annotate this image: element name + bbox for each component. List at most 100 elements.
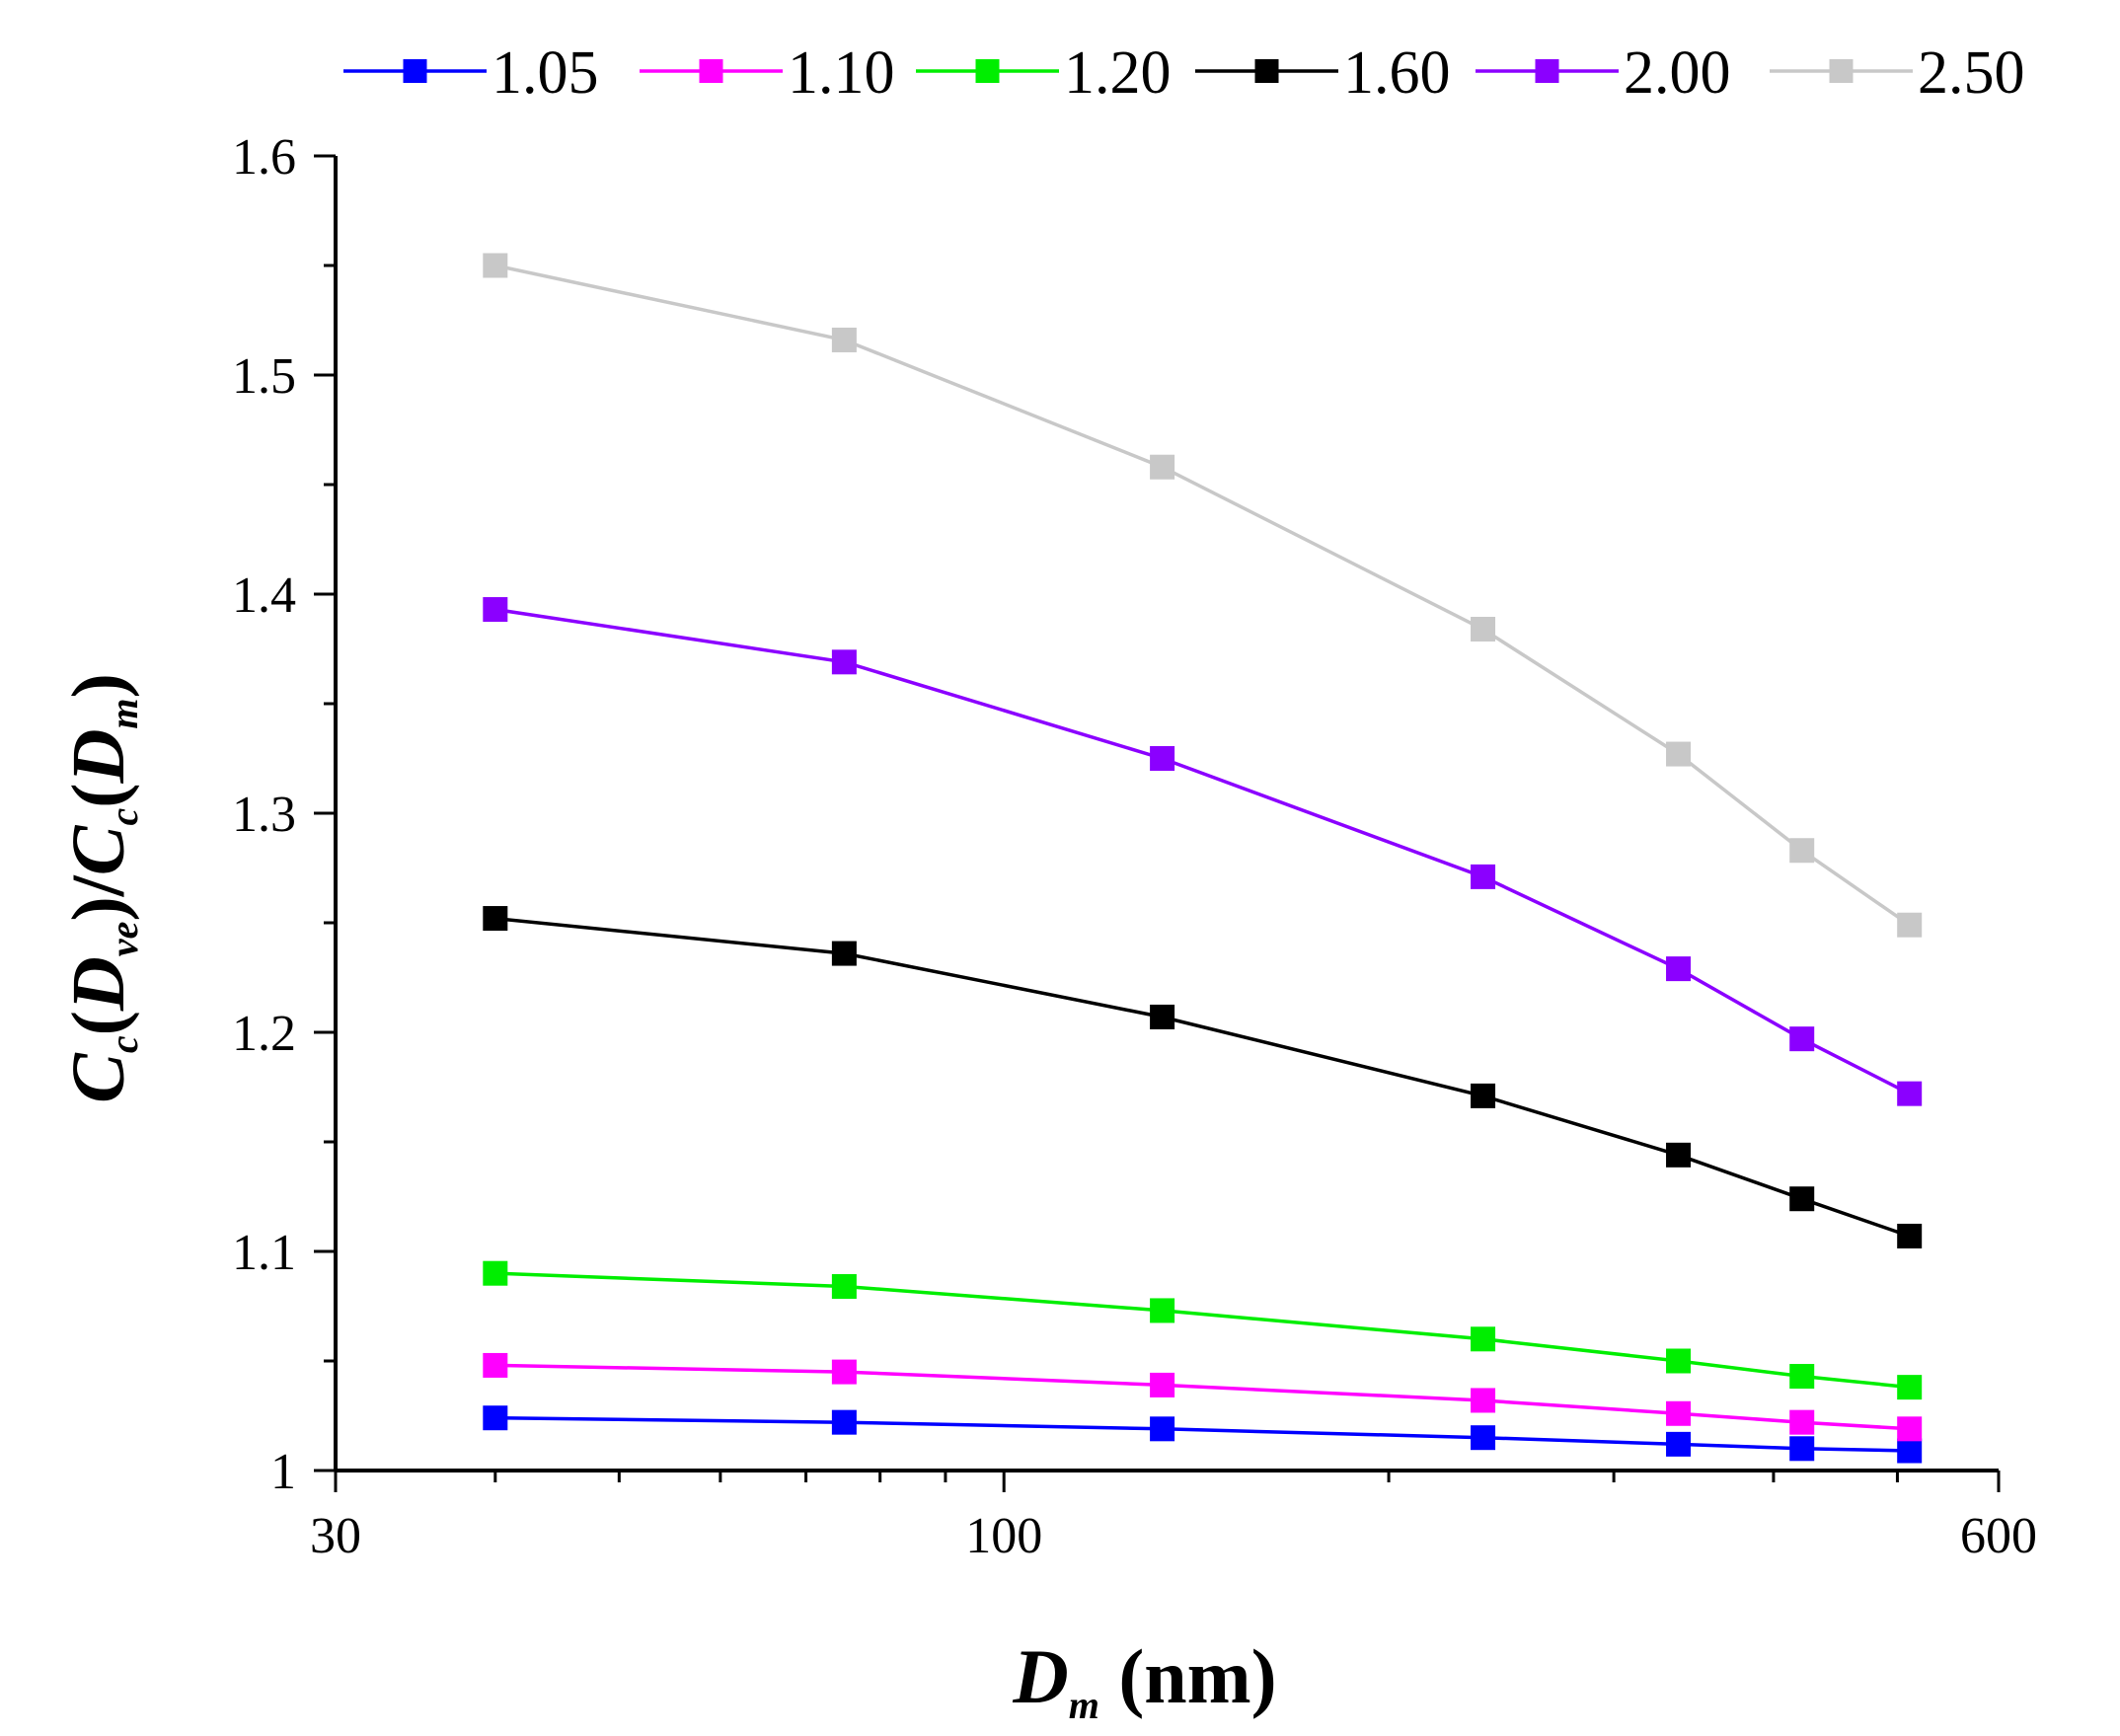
legend-item-2.50: 2.50 [1770, 39, 2025, 107]
data-point-2.00 [483, 597, 508, 623]
legend-item-1.20: 1.20 [916, 39, 1172, 107]
series-1.05 [483, 1405, 1923, 1464]
data-point-1.60 [1666, 1142, 1692, 1168]
y-axis-title-c1: C [57, 1052, 140, 1103]
x-axis-title-unit: (nm) [1099, 1633, 1277, 1719]
y-tick-label: 1.4 [232, 567, 296, 624]
legend-marker [1829, 59, 1854, 83]
y-tick-label: 1.6 [232, 129, 296, 186]
data-point-1.60 [483, 906, 508, 932]
y-axis-title-d1-sub: ve [102, 922, 146, 957]
data-point-2.00 [1471, 864, 1496, 889]
data-point-1.05 [1666, 1431, 1692, 1457]
data-point-1.20 [483, 1260, 508, 1286]
x-axis-title: Dm (nm) [1012, 1633, 1276, 1727]
data-point-1.10 [831, 1359, 857, 1385]
data-point-2.50 [1789, 838, 1815, 864]
legend-marker [403, 59, 427, 83]
x-tick-label: 600 [1960, 1508, 2037, 1564]
y-tick-label: 1.1 [232, 1225, 296, 1281]
x-axis-title-sub: m [1069, 1683, 1099, 1727]
data-point-1.05 [1789, 1436, 1815, 1462]
data-point-1.20 [1897, 1375, 1923, 1400]
data-point-2.00 [1150, 746, 1175, 771]
data-point-2.00 [831, 649, 857, 675]
data-point-1.10 [1897, 1416, 1923, 1442]
data-point-1.60 [1150, 1004, 1175, 1029]
legend-item-1.60: 1.60 [1195, 39, 1451, 107]
data-point-1.05 [1897, 1438, 1923, 1464]
legend-item-1.10: 1.10 [640, 39, 895, 107]
data-point-1.10 [1471, 1388, 1496, 1413]
data-point-2.00 [1666, 956, 1692, 982]
y-tick-label: 1.3 [232, 787, 296, 843]
data-point-1.20 [1789, 1364, 1815, 1390]
series-group [483, 253, 1923, 1464]
data-point-2.50 [831, 327, 857, 352]
series-1.60 [483, 906, 1923, 1248]
legend-label: 1.60 [1343, 39, 1451, 107]
data-point-1.60 [1789, 1186, 1815, 1212]
y-axis-title-d2-sub: m [102, 698, 146, 728]
data-point-2.50 [1666, 741, 1692, 767]
data-point-1.60 [831, 941, 857, 966]
data-point-2.50 [1471, 617, 1496, 642]
data-point-1.05 [1150, 1416, 1175, 1442]
data-point-2.00 [1789, 1026, 1815, 1052]
legend-item-2.00: 2.00 [1476, 39, 1731, 107]
legend-label: 2.00 [1624, 39, 1731, 107]
y-axis-title-d1: D [57, 956, 140, 1012]
y-axis-title-c2-sub: c [102, 808, 146, 826]
data-point-2.50 [483, 253, 508, 278]
y-axis-title-d2: D [57, 729, 140, 785]
legend-item-1.05: 1.05 [343, 39, 599, 107]
data-point-1.60 [1897, 1223, 1923, 1248]
series-line-2.00 [494, 607, 1911, 1095]
series-1.20 [483, 1260, 1923, 1400]
y-axis-title-close2: ) [57, 673, 140, 698]
series-2.00 [483, 597, 1923, 1106]
y-tick-label: 1 [270, 1444, 296, 1500]
legend-marker [699, 59, 723, 83]
axes: 1 1.1 1.2 1.3 1.4 1.5 1.6 30 100 600 [232, 129, 2037, 1564]
y-tick-label: 1.5 [232, 348, 296, 405]
data-point-1.20 [831, 1274, 857, 1300]
data-point-1.10 [483, 1352, 508, 1378]
legend-marker [975, 59, 1000, 83]
legend-label: 2.50 [1918, 39, 2025, 107]
series-2.50 [483, 253, 1923, 938]
series-line-1.05 [494, 1415, 1910, 1453]
legend-marker [1535, 59, 1559, 83]
series-line-2.50 [494, 264, 1911, 927]
x-tick-label: 100 [965, 1508, 1042, 1564]
data-point-1.10 [1666, 1400, 1692, 1426]
series-1.10 [483, 1352, 1923, 1442]
y-tick-label: 1.2 [232, 1006, 296, 1062]
legend-label: 1.20 [1064, 39, 1172, 107]
legend-marker [1254, 59, 1279, 83]
x-tick-label: 30 [310, 1508, 361, 1564]
legend-label: 1.05 [492, 39, 599, 107]
data-point-1.10 [1789, 1409, 1815, 1435]
data-point-1.05 [483, 1405, 508, 1431]
data-point-1.20 [1150, 1298, 1175, 1323]
y-axis-title-open1: ( [57, 1011, 140, 1035]
data-point-2.00 [1897, 1081, 1923, 1106]
y-axis-title-open2: ( [57, 783, 140, 807]
data-point-1.10 [1150, 1372, 1175, 1397]
legend: 1.05 1.10 1.20 1.60 2.00 2.50 [343, 39, 2025, 107]
data-point-1.60 [1471, 1083, 1496, 1108]
data-point-1.20 [1471, 1326, 1496, 1352]
x-axis-title-main: D [1012, 1633, 1068, 1719]
y-axis-title-c1-sub: c [102, 1035, 146, 1053]
y-axis-title-close1: )/ [57, 874, 140, 921]
legend-label: 1.10 [788, 39, 895, 107]
data-point-1.05 [831, 1409, 857, 1435]
y-axis-title: Cc(Dve)/Cc(Dm) [57, 673, 146, 1103]
data-point-1.20 [1666, 1348, 1692, 1374]
data-point-1.05 [1471, 1425, 1496, 1451]
series-line-1.60 [494, 916, 1911, 1239]
data-point-2.50 [1150, 454, 1175, 480]
y-axis-title-c2: C [57, 824, 140, 875]
